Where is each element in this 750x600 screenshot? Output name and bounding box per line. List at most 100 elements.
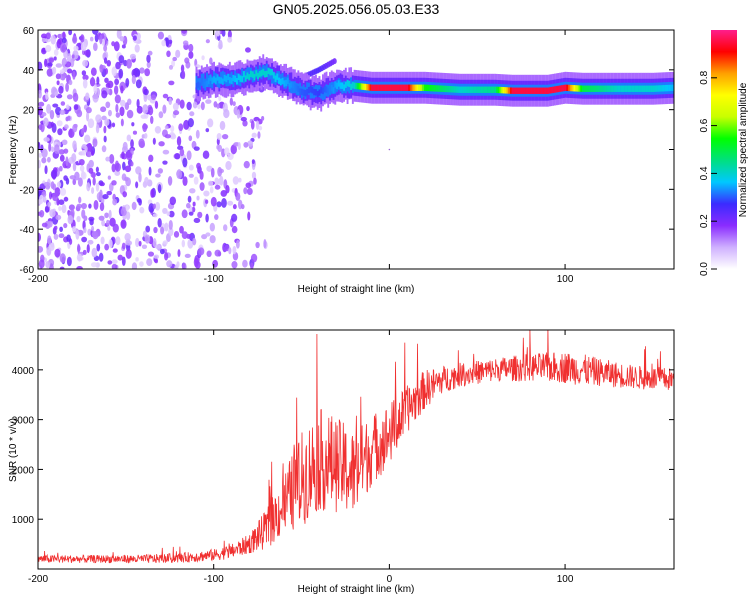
noise-speckle: [107, 80, 114, 89]
noise-speckle: [84, 134, 91, 143]
noise-speckle: [93, 84, 98, 95]
spectrogram-y-tick-label: -20: [20, 185, 35, 196]
noise-speckle: [38, 245, 44, 253]
signal-cell: [582, 85, 584, 92]
noise-speckle: [38, 89, 42, 99]
noise-speckle: [86, 111, 90, 122]
noise-speckle: [150, 94, 157, 101]
signal-cell: [539, 87, 542, 94]
noise-speckle: [96, 76, 100, 85]
signal-cell: [425, 84, 428, 92]
signal-cell: [546, 87, 549, 94]
signal-cell: [594, 85, 597, 92]
signal-cell: [316, 90, 319, 98]
noise-speckle: [66, 256, 72, 267]
noise-speckle: [88, 159, 94, 168]
signal-cell: [378, 84, 381, 91]
signal-cell: [599, 85, 602, 92]
signal-cell: [668, 84, 671, 92]
signal-cell: [634, 85, 637, 92]
signal-cell: [566, 84, 569, 92]
noise-speckle: [189, 111, 195, 117]
signal-cell: [220, 77, 223, 84]
signal-cell: [207, 77, 210, 85]
signal-cell: [538, 87, 541, 94]
noise-speckle: [168, 80, 175, 86]
noise-speckle: [168, 210, 175, 218]
signal-cell: [492, 86, 495, 93]
noise-speckle: [95, 182, 100, 192]
signal-cell: [562, 84, 565, 92]
signal-cell: [434, 85, 437, 92]
signal-cell: [262, 68, 265, 76]
noise-speckle: [122, 141, 128, 151]
signal-cell: [348, 80, 351, 88]
noise-speckle: [253, 177, 257, 185]
spectrogram-x-tick-label: 100: [557, 274, 574, 285]
noise-speckle: [217, 178, 223, 185]
spectrogram-y-tick-label: 0: [28, 146, 34, 157]
signal-cell: [406, 84, 409, 91]
noise-speckle: [199, 182, 205, 191]
noise-speckle: [144, 176, 149, 186]
noise-speckle: [114, 170, 121, 177]
noise-speckle: [227, 30, 232, 39]
noise-speckle: [57, 128, 63, 136]
noise-speckle: [121, 256, 126, 266]
signal-cell: [518, 87, 521, 94]
signal-cell: [241, 76, 244, 83]
signal-cell: [330, 84, 333, 92]
noise-speckle: [206, 165, 213, 172]
signal-cell: [601, 85, 604, 92]
signal-cell: [278, 71, 280, 84]
signal-cell: [227, 73, 230, 81]
noise-speckle: [103, 125, 107, 134]
noise-speckle: [38, 101, 45, 107]
noise-speckle: [144, 234, 151, 244]
signal-cell: [604, 85, 607, 92]
signal-cell: [379, 84, 382, 91]
noise-speckle: [81, 70, 87, 76]
signal-cell: [271, 71, 273, 84]
signal-cell: [645, 85, 648, 92]
noise-speckle: [52, 192, 59, 202]
signal-cell: [242, 71, 245, 84]
signal-cell: [339, 82, 342, 89]
noise-speckle: [138, 172, 142, 183]
signal-cell: [307, 86, 310, 94]
signal-cell: [372, 84, 375, 91]
noise-speckle: [68, 204, 75, 211]
signal-cell: [341, 82, 344, 89]
signal-cell: [295, 84, 298, 91]
noise-speckle: [193, 257, 199, 268]
noise-speckle: [182, 262, 187, 269]
noise-speckle: [173, 230, 180, 238]
signal-cell: [527, 87, 530, 94]
noise-speckle: [107, 260, 113, 265]
noise-speckle: [160, 226, 165, 235]
noise-speckle: [232, 101, 236, 106]
signal-cell: [545, 87, 548, 94]
signal-cell: [322, 88, 324, 101]
signal-cell: [409, 84, 412, 91]
signal-cell: [420, 84, 423, 91]
noise-speckle: [176, 136, 182, 147]
colorbar-tick-label: 0.6: [699, 118, 710, 132]
signal-cell: [246, 72, 249, 79]
noise-speckle: [121, 151, 125, 160]
noise-speckle: [72, 70, 76, 80]
signal-cell: [659, 85, 662, 92]
noise-speckle: [53, 49, 59, 56]
noise-speckle: [132, 35, 137, 41]
noise-speckle: [115, 103, 119, 113]
noise-speckle: [161, 39, 167, 47]
noise-speckle: [99, 202, 105, 212]
noise-speckle: [87, 239, 94, 245]
noise-speckle: [134, 44, 140, 53]
figure-title: GN05.2025.056.05.03.E33: [273, 1, 440, 17]
noise-speckle: [114, 94, 121, 104]
signal-cell: [365, 83, 368, 91]
noise-speckle: [148, 154, 154, 163]
signal-cell: [394, 84, 396, 91]
